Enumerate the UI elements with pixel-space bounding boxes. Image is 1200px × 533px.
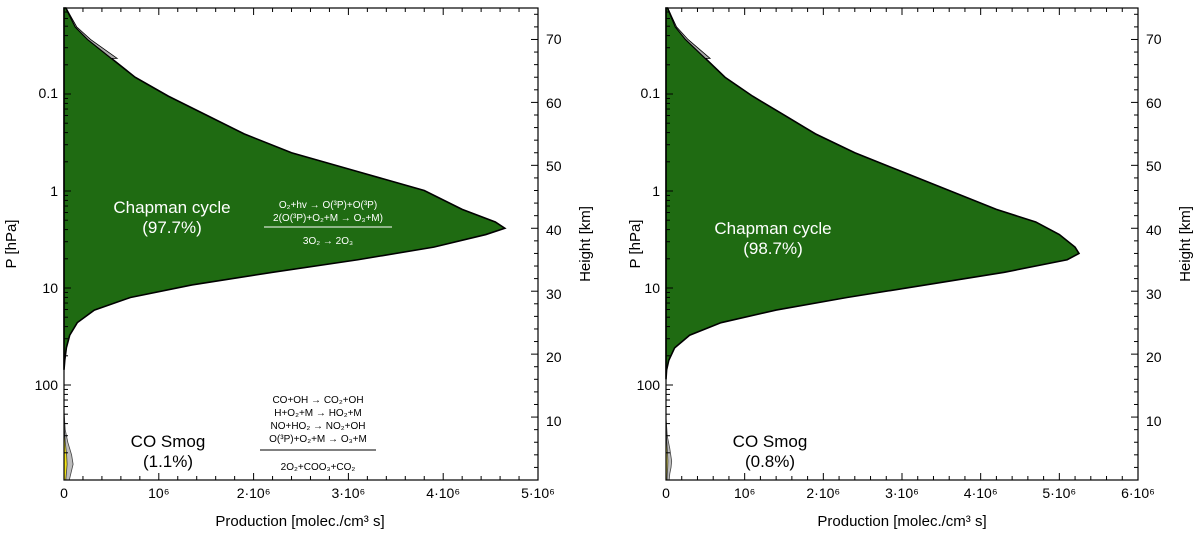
right-x-axis-title: Production [molec./cm³ s] <box>817 513 986 530</box>
right-right-axis-title: Height [km] <box>1177 206 1194 282</box>
left-p-tick-label: 100 <box>35 377 59 393</box>
left-chapman-reaction: O₂+hv → O(³P)+O(³P) <box>279 200 377 211</box>
left-h-tick-label: 20 <box>546 349 562 365</box>
right-x-tick-label: 10⁶ <box>734 485 755 501</box>
right-x-tick-label: 0 <box>662 485 670 501</box>
left-smog-net-reaction: 2O₂+COO₃+CO₂ <box>281 462 356 473</box>
left-y-axis-title: P [hPa] <box>3 220 20 269</box>
left-right-axis-title: Height [km] <box>577 206 594 282</box>
left-h-tick-label: 70 <box>546 31 562 47</box>
left-x-tick-label: 10⁶ <box>148 485 169 501</box>
right-co-smog-label: CO Smog <box>733 432 808 451</box>
left-x-tick-label: 3·10⁶ <box>332 485 366 501</box>
right-h-tick-label: 20 <box>1146 349 1162 365</box>
left-pressure-axis: 0.1 1 10 100 <box>35 85 59 393</box>
left-p-tick-label: 0.1 <box>39 85 59 101</box>
left-x-tick-label: 5·10⁶ <box>521 485 555 501</box>
left-h-tick-label: 30 <box>546 286 562 302</box>
right-y-axis-title: P [hPa] <box>627 220 644 269</box>
left-height-axis: 10 20 30 40 50 60 70 <box>546 31 562 429</box>
right-h-tick-label: 40 <box>1146 222 1162 238</box>
right-p-tick-label: 1 <box>652 183 660 199</box>
left-smog-reaction: NO+HO₂ → NO₂+OH <box>271 421 366 432</box>
right-height-axis: 10 20 30 40 50 60 70 <box>1146 31 1162 429</box>
right-h-tick-label: 70 <box>1146 31 1162 47</box>
right-x-tick-label: 2·10⁶ <box>806 485 840 501</box>
left-p-tick-label: 10 <box>42 280 58 296</box>
right-x-axis: 0 10⁶ 2·10⁶ 3·10⁶ 4·10⁶ 5·10⁶ 6·10⁶ <box>662 485 1155 501</box>
right-h-tick-label: 10 <box>1146 413 1162 429</box>
left-chapman-label: Chapman cycle <box>113 198 230 217</box>
left-x-tick-label: 4·10⁶ <box>426 485 460 501</box>
left-chapman-net-reaction: 3O₂ → 2O₃ <box>303 236 353 247</box>
left-x-axis-title: Production [molec./cm³ s] <box>215 513 384 530</box>
left-h-tick-label: 60 <box>546 95 562 111</box>
right-x-tick-label: 3·10⁶ <box>885 485 919 501</box>
right-x-tick-label: 6·10⁶ <box>1121 485 1155 501</box>
left-h-tick-label: 10 <box>546 413 562 429</box>
left-co-smog-percent: (1.1%) <box>143 452 193 471</box>
right-x-tick-label: 5·10⁶ <box>1042 485 1076 501</box>
left-h-tick-label: 50 <box>546 158 562 174</box>
left-chapman-reaction: 2(O(³P)+O₂+M → O₃+M) <box>273 213 383 224</box>
left-chapman-area <box>63 7 507 370</box>
right-p-tick-label: 100 <box>637 377 661 393</box>
right-h-tick-label: 30 <box>1146 286 1162 302</box>
right-pressure-axis: 0.1 1 10 100 <box>637 85 661 393</box>
right-co-smog-percent: (0.8%) <box>745 452 795 471</box>
left-p-tick-label: 1 <box>50 183 58 199</box>
left-x-tick-label: 2·10⁶ <box>237 485 271 501</box>
left-x-axis: 0 10⁶ 2·10⁶ 3·10⁶ 4·10⁶ 5·10⁶ <box>60 485 555 501</box>
left-panel: 0 10⁶ 2·10⁶ 3·10⁶ 4·10⁶ 5·10⁶ 0.1 1 10 1… <box>3 7 594 530</box>
right-p-tick-label: 0.1 <box>641 85 661 101</box>
right-x-tick-label: 4·10⁶ <box>964 485 998 501</box>
left-plot-frame <box>63 7 539 481</box>
left-h-tick-label: 40 <box>546 222 562 238</box>
left-smog-reaction: H+O₂+M → HO₂+M <box>274 408 362 419</box>
right-chapman-label: Chapman cycle <box>714 219 831 238</box>
right-chapman-percent: (98.7%) <box>743 239 803 258</box>
right-chapman-area <box>665 7 1081 380</box>
left-chapman-percent: (97.7%) <box>142 218 202 237</box>
left-smog-reaction: CO+OH → CO₂+OH <box>272 395 363 406</box>
left-smog-reaction: O(³P)+O₂+M → O₃+M <box>269 434 367 445</box>
left-co-smog-label: CO Smog <box>131 432 206 451</box>
right-p-tick-label: 10 <box>644 280 660 296</box>
left-chapman-gray-band <box>65 7 119 59</box>
right-panel: 0 10⁶ 2·10⁶ 3·10⁶ 4·10⁶ 5·10⁶ 6·10⁶ 0.1 … <box>627 7 1194 530</box>
left-x-tick-label: 0 <box>60 485 68 501</box>
right-h-tick-label: 60 <box>1146 95 1162 111</box>
right-h-tick-label: 50 <box>1146 158 1162 174</box>
right-chapman-gray-band <box>666 7 712 59</box>
